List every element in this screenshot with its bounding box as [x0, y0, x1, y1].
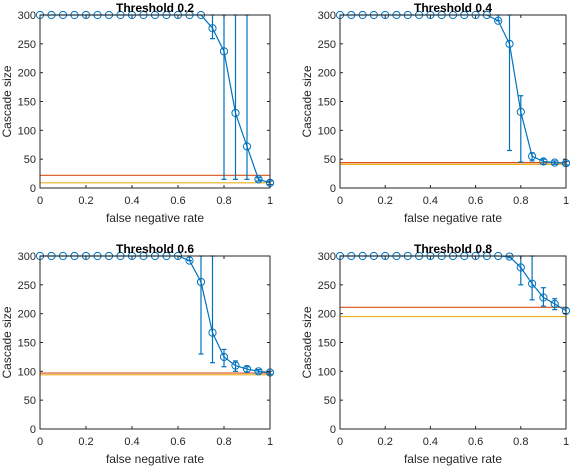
plot-area: [40, 256, 270, 429]
y-tick-label: 150: [318, 97, 336, 109]
panel-title: Threshold 0.2: [116, 1, 194, 15]
y-tick-label: 200: [18, 309, 36, 321]
x-tick-label: 0.4: [423, 436, 438, 448]
error-bar: [221, 348, 227, 368]
y-tick-label: 250: [18, 39, 36, 51]
y-axis-label: Cascade size: [0, 65, 14, 137]
plot-area: [40, 15, 270, 188]
x-tick-label: 0.4: [124, 436, 139, 448]
data-point: [494, 16, 503, 25]
plot-area: [340, 15, 566, 188]
x-tick-label: 0.6: [468, 436, 483, 448]
x-tick-label: 0.8: [513, 436, 528, 448]
data-point: [185, 256, 194, 265]
y-tick-label: 250: [318, 39, 336, 51]
y-tick-label: 200: [318, 309, 336, 321]
y-axis-label: Cascade size: [0, 306, 14, 378]
y-axis-label: Cascade size: [300, 65, 314, 137]
panel-title: Threshold 0.4: [414, 1, 492, 15]
data-point: [219, 47, 229, 56]
data-point: [242, 142, 252, 151]
x-tick-label: 0: [37, 195, 43, 207]
y-tick-label: 50: [324, 395, 336, 407]
data-point: [550, 299, 559, 308]
x-tick-label: 0.6: [170, 436, 185, 448]
y-tick-label: 300: [318, 251, 336, 263]
data-point: [208, 24, 217, 33]
x-tick-label: 0.8: [216, 436, 231, 448]
data-point: [242, 364, 252, 374]
y-tick-label: 100: [318, 125, 336, 137]
data-point: [254, 367, 263, 376]
data-point: [516, 263, 525, 272]
y-tick-label: 50: [24, 395, 36, 407]
x-tick-label: 1: [563, 436, 569, 448]
y-tick-label: 0: [330, 424, 336, 436]
panel-2: 0 0.2 0.4 0.6 0.8 1 0 50 100 150 200 250 300 Threshol…: [300, 1, 571, 225]
x-tick-label: 0.2: [378, 195, 393, 207]
panel-4: 0 0.2 0.4 0.6 0.8 1 0 50 100 150 200 250 300 Threshol…: [300, 242, 571, 466]
data-point: [539, 293, 548, 302]
x-tick-label: 0.6: [468, 195, 483, 207]
data-point: [550, 158, 559, 167]
data-point: [505, 252, 514, 261]
x-tick-label: 1: [267, 436, 273, 448]
y-tick-label: 150: [18, 97, 36, 109]
y-tick-label: 200: [18, 68, 36, 80]
data-point: [539, 157, 548, 166]
x-axis-label: false negative rate: [404, 211, 502, 225]
data-point: [528, 279, 537, 288]
y-tick-label: 150: [18, 338, 36, 350]
y-tick-label: 150: [318, 338, 336, 350]
x-axis-label: false negative rate: [106, 452, 204, 466]
x-tick-label: 0.2: [78, 195, 93, 207]
y-tick-label: 300: [318, 10, 336, 22]
panel-title: Threshold 0.8: [414, 242, 492, 256]
panel-3: 0 0.2 0.4 0.6 0.8 1 0 50 100 150 200 250 300 Threshol…: [0, 242, 275, 466]
data-point: [516, 107, 525, 116]
x-tick-label: 0.2: [78, 436, 93, 448]
y-tick-label: 50: [24, 154, 36, 166]
y-tick-label: 0: [30, 183, 36, 195]
data-point: [505, 39, 514, 48]
x-tick-label: 0.4: [124, 195, 139, 207]
x-tick-label: 0.8: [513, 195, 528, 207]
error-bar: [518, 95, 524, 163]
data-point: [231, 361, 240, 370]
y-tick-label: 200: [318, 68, 336, 80]
data-point: [196, 277, 206, 287]
y-tick-label: 0: [330, 183, 336, 195]
y-tick-label: 300: [18, 10, 36, 22]
data-point: [208, 328, 217, 337]
x-tick-label: 1: [563, 195, 569, 207]
x-tick-label: 0.2: [378, 436, 393, 448]
y-tick-label: 250: [318, 280, 336, 292]
y-tick-label: 100: [318, 366, 336, 378]
x-tick-label: 1: [267, 195, 273, 207]
x-tick-label: 0: [337, 195, 343, 207]
data-point: [219, 352, 229, 362]
y-tick-label: 100: [18, 125, 36, 137]
y-axis-label: Cascade size: [300, 306, 314, 378]
x-tick-label: 0: [37, 436, 43, 448]
y-tick-label: 50: [324, 154, 336, 166]
data-point: [231, 108, 240, 118]
y-tick-label: 100: [18, 366, 36, 378]
panel-1: 0 0.2 0.4 0.6 0.8 1 0 50 100 150 200 250 300 Threshol…: [0, 1, 275, 225]
y-tick-label: 0: [30, 424, 36, 436]
x-tick-label: 0.8: [216, 195, 231, 207]
y-tick-label: 250: [18, 280, 36, 292]
x-tick-label: 0.6: [170, 195, 185, 207]
x-tick-label: 0.4: [423, 195, 438, 207]
data-point: [254, 175, 263, 184]
x-axis-label: false negative rate: [106, 211, 204, 225]
data-point: [528, 152, 537, 161]
y-tick-label: 300: [18, 251, 36, 263]
x-tick-label: 0: [337, 436, 343, 448]
panel-title: Threshold 0.6: [116, 242, 194, 256]
x-axis-label: false negative rate: [404, 452, 502, 466]
